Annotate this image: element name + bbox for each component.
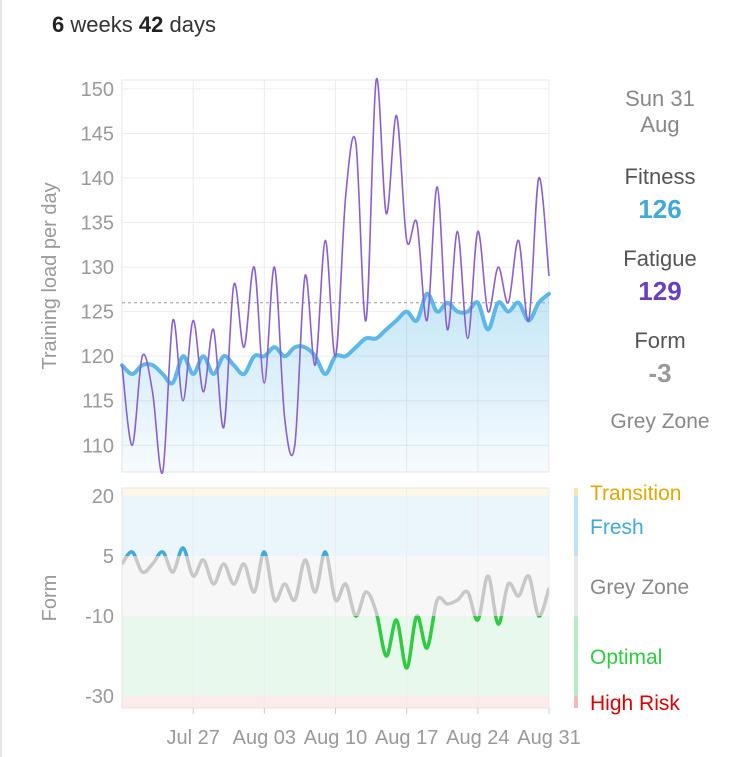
load-y-tick-label: 110: [82, 435, 114, 457]
fitness-label: Fitness: [624, 164, 696, 189]
load-y-tick-label: 125: [81, 302, 114, 324]
zone-label-transition: Transition: [590, 482, 681, 505]
fitness-readout: Fitness 126: [590, 164, 730, 225]
fatigue-readout: Fatigue 129: [590, 246, 730, 307]
selected-date-line1: Sun 31: [625, 86, 695, 111]
zone-label-grey-zone: Grey Zone: [590, 576, 689, 599]
form-series-line-grey: [122, 556, 549, 616]
load-y-tick-label: 130: [81, 257, 114, 279]
form-y-tick-label: -10: [85, 606, 114, 628]
fatigue-label: Fatigue: [623, 246, 697, 271]
x-tick-label: Aug 10: [304, 727, 367, 749]
load-y-tick-label: 145: [81, 123, 114, 145]
days-word: days: [169, 12, 216, 37]
x-tick-label: Aug 03: [233, 727, 296, 749]
load-y-tick-label: 135: [81, 213, 114, 235]
load-y-tick-label: 140: [81, 168, 114, 190]
days-count: 42: [138, 12, 164, 37]
form-y-tick-label: -30: [85, 686, 114, 708]
weeks-count: 6: [52, 12, 65, 37]
zone-bar-grey-zone: [574, 556, 578, 616]
weeks-word: weeks: [70, 12, 133, 37]
load-y-tick-label: 120: [81, 346, 114, 368]
form-readout: Form -3: [590, 328, 730, 389]
zone-bar-high-risk: [574, 696, 578, 708]
period-summary: 6 weeks 42 days: [52, 12, 216, 38]
form-y-tick-label: 20: [92, 486, 114, 508]
form-series-line-optimal: [353, 616, 542, 670]
fitness-area: [122, 293, 549, 472]
zone-bar-transition: [574, 488, 578, 496]
load-y-tick-label: 115: [82, 391, 114, 413]
x-tick-label: Aug 31: [517, 727, 580, 749]
load-y-axis-label: Training load per day: [39, 182, 61, 369]
zone-bar-fresh: [574, 496, 578, 556]
zone-label-high-risk: High Risk: [590, 692, 680, 715]
left-edge-rule: [0, 0, 2, 757]
zone-readout: Grey Zone: [610, 410, 710, 433]
zone-label-optimal: Optimal: [590, 646, 662, 669]
x-tick-label: Aug 24: [446, 727, 509, 749]
fitness-value: 126: [638, 194, 682, 224]
fatigue-series-line: [121, 77, 550, 475]
form-label: Form: [634, 328, 686, 353]
x-tick-label: Jul 27: [166, 727, 219, 749]
load-y-tick-label: 150: [81, 79, 114, 101]
fatigue-value: 129: [638, 276, 682, 306]
form-value: -3: [648, 358, 672, 388]
zone-label-fresh: Fresh: [590, 516, 644, 539]
zone-bar-optimal: [574, 616, 578, 696]
form-y-tick-label: 5: [103, 546, 114, 568]
form-y-axis-label: Form: [39, 575, 61, 622]
selected-date-line2: Aug: [640, 112, 680, 137]
selected-date: Sun 31 Aug: [590, 86, 730, 138]
x-tick-label: Aug 17: [375, 727, 438, 749]
